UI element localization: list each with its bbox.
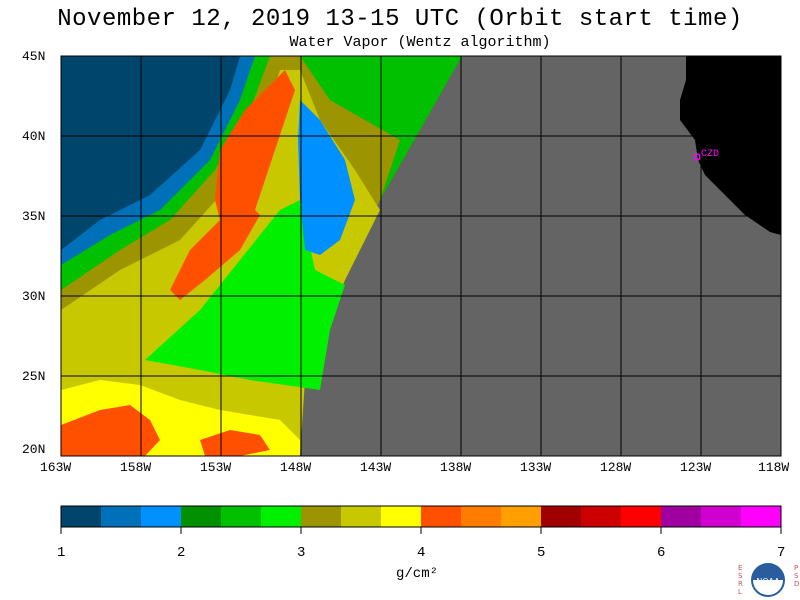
colorbar-swatch <box>341 506 382 527</box>
logo-text: NOAA <box>756 577 780 586</box>
noaa-logo-icon: NOAA <box>751 563 785 597</box>
station-label: CZD <box>701 149 719 160</box>
map-title: November 12, 2019 13-15 UTC (Orbit start… <box>57 6 743 33</box>
colorbar-label-2: 2 <box>177 545 186 561</box>
colorbar-swatch <box>581 506 622 527</box>
vapor-band-moist-orange-3 <box>61 405 160 456</box>
lat-label-25n: 25N <box>22 369 46 384</box>
lon-label-163w: 163W <box>40 460 72 475</box>
lon-label-143w: 143W <box>360 460 392 475</box>
lon-label-138w: 138W <box>440 460 472 475</box>
colorbar-swatch <box>461 506 502 527</box>
colorbar-swatch <box>181 506 222 527</box>
colorbar-swatch <box>421 506 462 527</box>
colorbar-swatch <box>101 506 142 527</box>
colorbar-swatch <box>741 506 782 527</box>
colorbar-swatch <box>301 506 342 527</box>
colorbar-swatch <box>501 506 542 527</box>
colorbar-ticks <box>60 527 782 534</box>
colorbar-label-4: 4 <box>417 545 426 561</box>
lon-label-118w: 118W <box>758 460 790 475</box>
colorbar-label-1: 1 <box>57 545 66 561</box>
lat-label-20n: 20N <box>22 442 46 457</box>
lat-label-35n: 35N <box>22 209 46 224</box>
colorbar <box>61 506 782 527</box>
colorbar-swatch <box>381 506 422 527</box>
colorbar-swatch <box>141 506 182 527</box>
map-frame <box>60 55 782 457</box>
lon-label-128w: 128W <box>600 460 632 475</box>
map-subtitle: Water Vapor (Wentz algorithm) <box>289 34 551 51</box>
vapor-band-moist-orange-1 <box>215 70 295 240</box>
colorbar-label-5: 5 <box>537 545 546 561</box>
colorbar-label-7: 7 <box>777 545 786 561</box>
colorbar-swatch <box>541 506 582 527</box>
colorbar-swatch <box>661 506 702 527</box>
colorbar-label-6: 6 <box>657 545 666 561</box>
station-marker-dot <box>693 153 701 161</box>
colorbar-swatch <box>621 506 662 527</box>
lon-label-148w: 148W <box>280 460 312 475</box>
vapor-band-bright-green <box>145 200 345 390</box>
colorbar-swatch <box>261 506 302 527</box>
land-coast <box>680 56 781 235</box>
lon-label-123w: 123W <box>680 460 712 475</box>
lat-label-45n: 45N <box>22 49 46 64</box>
station-marker-czd: CZD <box>693 149 719 161</box>
lat-label-40n: 40N <box>22 129 46 144</box>
gridlines <box>61 56 781 456</box>
lon-label-158w: 158W <box>120 460 152 475</box>
colorbar-label-3: 3 <box>297 545 306 561</box>
colorbar-swatch <box>61 506 102 527</box>
colorbar-swatch <box>221 506 262 527</box>
lat-label-30n: 30N <box>22 289 46 304</box>
vapor-band-moist-orange-4 <box>200 430 270 456</box>
lon-label-153w: 153W <box>200 460 232 475</box>
colorbar-unit: g/cm² <box>396 566 439 582</box>
vapor-band-moist-orange-2 <box>170 200 260 300</box>
colorbar-swatch <box>701 506 742 527</box>
lon-label-133w: 133W <box>520 460 552 475</box>
